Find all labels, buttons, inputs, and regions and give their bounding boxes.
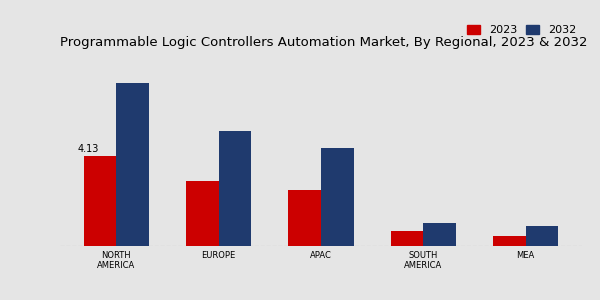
Bar [83, 156, 116, 246]
Bar [424, 223, 456, 246]
Text: Programmable Logic Controllers Automation Market, By Regional, 2023 & 2032: Programmable Logic Controllers Automatio… [60, 36, 587, 49]
Text: 4.13: 4.13 [77, 144, 99, 154]
Legend: 2023, 2032: 2023, 2032 [467, 25, 577, 35]
Bar [288, 190, 321, 246]
Bar [186, 181, 218, 246]
Bar [526, 226, 559, 246]
Bar [391, 231, 424, 246]
Bar [218, 131, 251, 246]
Bar [493, 236, 526, 246]
Bar [321, 148, 354, 246]
Bar [116, 83, 149, 246]
